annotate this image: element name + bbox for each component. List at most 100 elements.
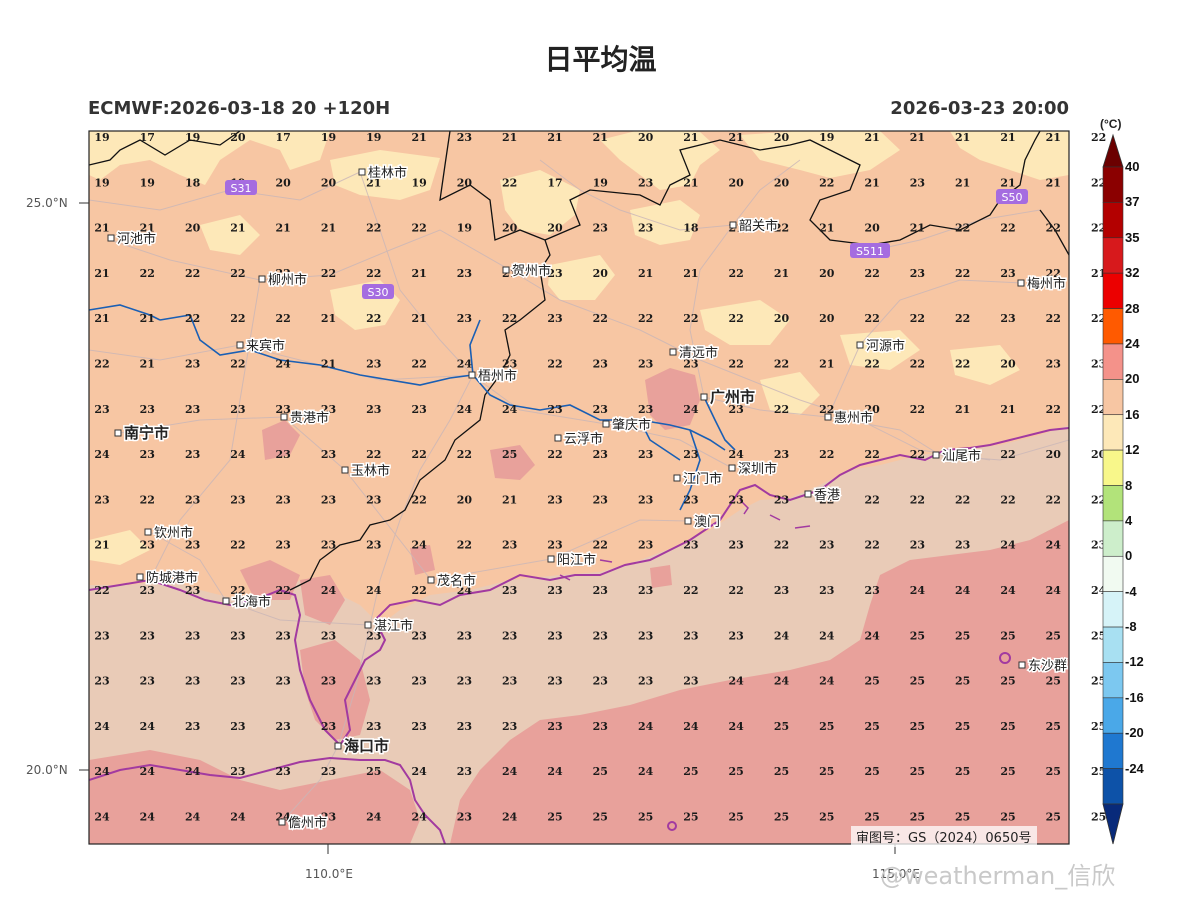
grid-value: 22 <box>366 222 381 235</box>
grid-value: 23 <box>457 312 472 325</box>
grid-value: 23 <box>638 358 653 371</box>
grid-value: 22 <box>864 312 879 325</box>
grid-value: 23 <box>593 358 608 371</box>
city-name: 海口市 <box>344 737 389 755</box>
grid-value: 24 <box>774 675 790 688</box>
road-shield-label: S31 <box>231 182 252 195</box>
grid-value: 22 <box>729 358 744 371</box>
grid-value: 25 <box>819 811 834 824</box>
grid-value: 23 <box>276 493 291 506</box>
colorbar-label: 40 <box>1125 159 1140 174</box>
grid-value: 24 <box>502 765 518 778</box>
city-marker: 香港 <box>804 487 842 505</box>
grid-value: 23 <box>502 720 517 733</box>
grid-value: 23 <box>502 584 517 597</box>
fill-16-20 <box>89 131 1069 565</box>
grid-value: 23 <box>638 403 653 416</box>
grid-value: 21 <box>910 222 925 235</box>
grid-value: 22 <box>774 403 789 416</box>
city-marker: 肇庆市 <box>602 416 653 435</box>
grid-value: 24 <box>502 403 518 416</box>
grid-value: 24 <box>230 811 246 824</box>
grid-value: 23 <box>683 358 698 371</box>
city-name: 河池市 <box>117 231 156 247</box>
city-marker: 来宾市 <box>236 337 287 356</box>
colorbar-label: 32 <box>1125 265 1140 281</box>
city-marker: 桂林市 <box>358 164 409 183</box>
grid-value: 25 <box>1000 811 1015 824</box>
grid-value: 25 <box>1046 765 1061 778</box>
city-marker: 南宁市 <box>114 423 171 444</box>
grid-value: 21 <box>593 131 608 144</box>
grid-value: 22 <box>729 267 744 280</box>
city-name: 梧州市 <box>478 368 517 384</box>
grid-value: 23 <box>185 448 200 461</box>
grid-value: 23 <box>457 720 472 733</box>
grid-value: 23 <box>94 493 109 506</box>
grid-value: 22 <box>864 539 879 552</box>
grid-value: 22 <box>547 448 562 461</box>
city-name: 汕尾市 <box>942 448 981 464</box>
grid-value: 23 <box>593 584 608 597</box>
map-title: 日平均温 <box>544 43 657 76</box>
colorbar-label: 8 <box>1125 477 1133 493</box>
grid-value: 25 <box>1091 629 1106 642</box>
grid-value: 21 <box>411 267 426 280</box>
grid-value: 20 <box>819 312 835 325</box>
colorbar-label: 12 <box>1125 442 1140 458</box>
road-shield: S50 <box>996 189 1028 204</box>
grid-value: 25 <box>955 811 970 824</box>
colorbar-label: -20 <box>1125 725 1144 741</box>
city-name: 深圳市 <box>738 461 777 477</box>
grid-value: 22 <box>819 403 834 416</box>
grid-value: 24 <box>94 720 110 733</box>
grid-value: 23 <box>774 584 789 597</box>
grid-value: 21 <box>366 176 381 189</box>
grid-value: 25 <box>1000 720 1015 733</box>
road-shield: S30 <box>362 284 394 299</box>
road-shield-label: S50 <box>1002 191 1023 204</box>
grid-value: 22 <box>276 267 291 280</box>
grid-value: 22 <box>276 312 291 325</box>
city-marker: 钦州市 <box>144 524 195 543</box>
grid-value: 21 <box>683 131 698 144</box>
city-marker: 广州市 <box>700 387 757 408</box>
grid-value: 23 <box>910 539 925 552</box>
grid-value: 23 <box>276 765 291 778</box>
grid-value: 22 <box>411 493 426 506</box>
grid-value: 23 <box>276 629 291 642</box>
grid-value: 23 <box>819 584 834 597</box>
grid-value: 21 <box>502 493 517 506</box>
grid-value: 22 <box>1091 312 1106 325</box>
grid-value: 23 <box>774 493 789 506</box>
grid-value: 22 <box>230 584 245 597</box>
colorbar-segment <box>1102 308 1124 345</box>
colorbar-segment <box>1102 662 1124 699</box>
grid-value: 23 <box>593 720 608 733</box>
lon-label-115: 115.0°E <box>872 867 920 881</box>
grid-value: 22 <box>864 493 879 506</box>
grid-value: 22 <box>1091 493 1106 506</box>
city-name: 贵港市 <box>290 410 329 426</box>
grid-value: 22 <box>230 358 245 371</box>
city-name: 钦州市 <box>154 525 193 541</box>
grid-value: 23 <box>411 403 426 416</box>
grid-value: 23 <box>321 811 336 824</box>
grid-value: 21 <box>140 312 155 325</box>
grid-value: 22 <box>230 312 245 325</box>
grid-value: 22 <box>411 222 426 235</box>
grid-value: 24 <box>1000 584 1016 597</box>
grid-value: 22 <box>1046 493 1061 506</box>
grid-value: 25 <box>774 720 789 733</box>
city-marker: 深圳市 <box>728 460 779 479</box>
grid-value: 20 <box>276 176 292 189</box>
city-name: 阳江市 <box>557 552 596 568</box>
grid-value: 23 <box>276 675 291 688</box>
grid-value: 25 <box>1091 720 1106 733</box>
grid-value: 20 <box>593 267 609 280</box>
grid-value: 25 <box>910 811 925 824</box>
grid-value: 24 <box>819 629 835 642</box>
grid-value: 20 <box>819 267 835 280</box>
colorbar-label: -4 <box>1125 583 1137 599</box>
grid-value: 24 <box>774 629 790 642</box>
